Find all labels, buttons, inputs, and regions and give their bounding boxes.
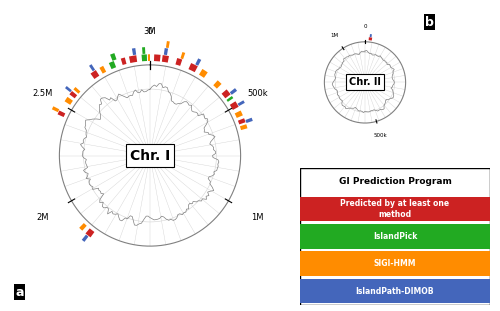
Text: b: b: [425, 16, 434, 29]
Text: 2.5M: 2.5M: [32, 89, 52, 98]
Text: 500k: 500k: [248, 89, 268, 98]
Polygon shape: [58, 110, 66, 117]
Polygon shape: [82, 234, 88, 242]
Polygon shape: [129, 55, 137, 63]
Polygon shape: [176, 58, 182, 66]
Text: GI Prediction Program: GI Prediction Program: [338, 177, 452, 186]
Polygon shape: [142, 54, 147, 61]
Text: SIGI-HMM: SIGI-HMM: [374, 259, 416, 268]
Text: IslandPath-DIMOB: IslandPath-DIMOB: [356, 287, 434, 295]
Bar: [300, 251, 490, 276]
Text: IslandPick: IslandPick: [373, 232, 417, 241]
Polygon shape: [100, 66, 106, 74]
Polygon shape: [230, 88, 237, 95]
Polygon shape: [238, 118, 246, 124]
Polygon shape: [370, 34, 372, 37]
Polygon shape: [196, 58, 201, 66]
Polygon shape: [52, 106, 60, 112]
Text: a: a: [15, 285, 24, 299]
Polygon shape: [110, 53, 116, 61]
Polygon shape: [164, 48, 168, 55]
Polygon shape: [230, 101, 238, 110]
Text: 3M: 3M: [144, 26, 156, 35]
Text: 0: 0: [148, 26, 152, 35]
Polygon shape: [246, 118, 253, 123]
Polygon shape: [214, 80, 222, 89]
Polygon shape: [142, 47, 146, 54]
Polygon shape: [89, 64, 95, 71]
Polygon shape: [226, 96, 234, 102]
Text: 1M: 1M: [252, 213, 264, 222]
Polygon shape: [74, 87, 80, 94]
Polygon shape: [238, 100, 245, 106]
Polygon shape: [166, 41, 170, 48]
Polygon shape: [234, 110, 243, 118]
Bar: [300, 224, 490, 249]
Text: Chr. I: Chr. I: [130, 148, 170, 163]
Polygon shape: [162, 55, 169, 63]
Polygon shape: [86, 228, 94, 237]
Polygon shape: [199, 69, 208, 78]
Polygon shape: [70, 91, 77, 98]
Polygon shape: [180, 52, 185, 59]
Text: 0: 0: [363, 24, 367, 29]
Polygon shape: [121, 58, 126, 65]
Polygon shape: [188, 63, 198, 72]
Text: Predicted by at least one
method: Predicted by at least one method: [340, 199, 450, 219]
Text: 1M: 1M: [331, 33, 339, 38]
Polygon shape: [148, 54, 150, 61]
Polygon shape: [240, 124, 248, 130]
Polygon shape: [132, 48, 136, 55]
Text: 2M: 2M: [36, 213, 48, 222]
Polygon shape: [109, 61, 116, 69]
Polygon shape: [64, 97, 73, 105]
Polygon shape: [90, 70, 100, 79]
Text: Chr. II: Chr. II: [349, 77, 381, 87]
Polygon shape: [222, 89, 230, 98]
Bar: [300, 279, 490, 304]
Polygon shape: [154, 54, 160, 62]
Polygon shape: [368, 37, 372, 40]
Bar: [300, 197, 490, 221]
Text: 500k: 500k: [374, 133, 388, 138]
Polygon shape: [65, 86, 72, 92]
Polygon shape: [79, 223, 86, 231]
